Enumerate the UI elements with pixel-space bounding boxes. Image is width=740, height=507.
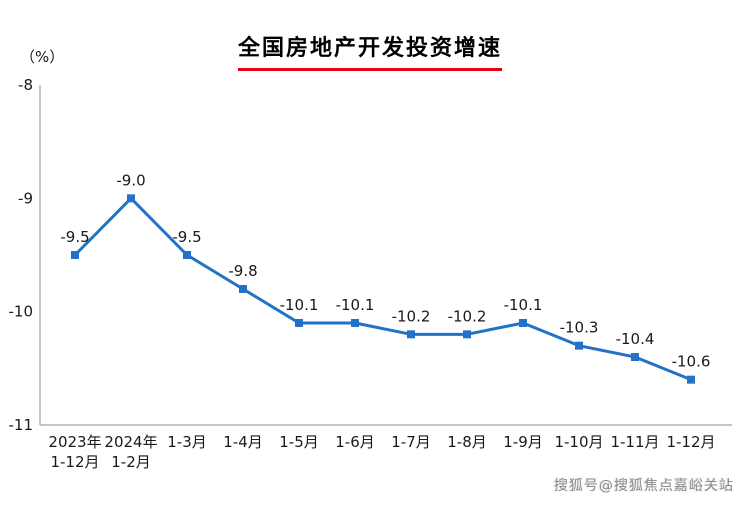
x-category-label: 1-11月	[610, 433, 659, 451]
data-points	[71, 194, 695, 384]
x-category-label: 1-12月	[50, 453, 99, 471]
x-category-label: 1-10月	[554, 433, 603, 451]
y-axis-labels: -8 -9 -10 -11	[9, 76, 34, 434]
data-labels: -9.5 -9.0 -9.5 -9.8 -10.1 -10.1 -10.2 -10.2 -10.…	[60, 171, 710, 370]
data-point-label: -10.2	[392, 307, 431, 325]
data-point-label: -9.0	[116, 171, 145, 189]
data-point-label: -10.1	[336, 296, 375, 314]
x-category-label: 1-2月	[111, 453, 151, 471]
data-point-marker	[295, 319, 303, 327]
y-axis-unit-label: （%）	[20, 48, 65, 66]
data-point-label: -10.1	[280, 296, 319, 314]
data-point-marker	[463, 330, 471, 339]
y-tick-label: -11	[9, 416, 34, 434]
data-point-marker	[127, 194, 135, 203]
data-point-label: -10.1	[504, 296, 543, 314]
y-tick-label: -9	[18, 189, 33, 207]
data-point-marker	[575, 341, 583, 350]
x-axis-labels: 2023年 1-12月 2024年 1-2月 1-3月 1-4月 1-5月 1-6月 1-7月 1…	[48, 433, 715, 471]
x-category-label: 1-9月	[503, 433, 543, 451]
x-category-label: 2023年	[48, 433, 101, 451]
chart-title: 全国房地产开发投资增速	[237, 30, 502, 71]
x-category-label: 1-12月	[666, 433, 715, 451]
data-point-marker	[183, 251, 191, 259]
x-category-label: 1-5月	[279, 433, 319, 451]
data-point-label: -9.5	[60, 228, 89, 246]
data-point-label: -10.6	[672, 353, 711, 371]
series-line	[73, 196, 693, 382]
data-point-label: -9.8	[228, 262, 257, 280]
data-point-marker	[239, 285, 247, 293]
data-point-marker	[519, 319, 527, 327]
data-point-label: -10.4	[616, 330, 655, 348]
x-category-label: 2024年	[104, 433, 157, 451]
x-category-label: 1-3月	[167, 433, 207, 451]
data-point-marker	[407, 330, 415, 339]
data-point-marker	[631, 353, 639, 361]
series-polyline	[73, 196, 693, 382]
data-point-label: -10.2	[448, 307, 487, 325]
data-point-marker	[351, 319, 359, 327]
x-category-label: 1-8月	[447, 433, 487, 451]
x-category-label: 1-4月	[223, 433, 263, 451]
axes	[39, 85, 732, 426]
x-category-label: 1-7月	[391, 433, 431, 451]
data-point-label: -9.5	[172, 228, 201, 246]
x-category-label: 1-6月	[335, 433, 375, 451]
data-point-label: -10.3	[560, 319, 599, 337]
data-point-marker	[687, 375, 695, 384]
y-tick-label: -8	[18, 76, 33, 94]
data-point-marker	[71, 251, 79, 259]
watermark: 搜狐号@搜狐焦点嘉峪关站	[554, 478, 734, 494]
page-title: 全国房地产开发投资增速	[0, 30, 740, 71]
y-tick-label: -10	[9, 303, 34, 321]
